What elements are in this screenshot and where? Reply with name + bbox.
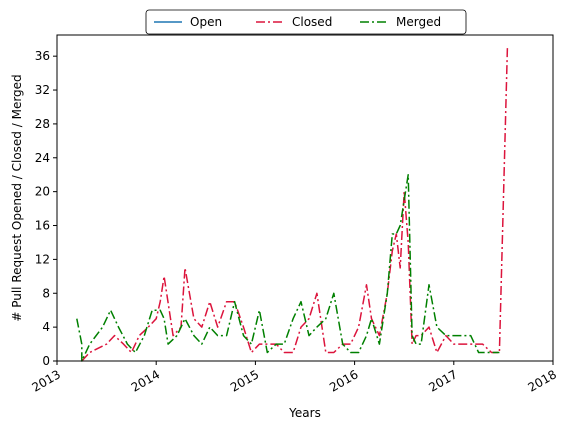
x-tick-label: 2017 (426, 367, 459, 394)
x-tick-label: 2013 (30, 367, 63, 394)
series-line-closed (81, 47, 509, 362)
legend-label-closed: Closed (292, 15, 332, 29)
y-axis-label: # Pull Request Opened / Closed / Merged (10, 74, 24, 321)
y-axis: 0 4 8 12 16 20 24 28 32 36 (35, 49, 57, 368)
x-axis-label: Years (288, 406, 321, 420)
x-tick-label: 2018 (526, 367, 559, 394)
y-tick-label: 36 (35, 49, 50, 63)
x-tick-label: 2014 (129, 367, 162, 394)
x-tick-label: 2016 (327, 367, 360, 394)
legend: Open Closed Merged (145, 9, 467, 35)
legend-box (145, 9, 467, 35)
legend-label-merged: Merged (396, 15, 441, 29)
y-tick-label: 4 (42, 320, 50, 334)
y-tick-label: 8 (42, 286, 50, 300)
series-line-merged (76, 173, 500, 362)
y-tick-label: 24 (35, 151, 50, 165)
x-axis: 2013 2014 2015 2016 2017 2018 (30, 361, 559, 395)
plot-frame (56, 34, 554, 362)
y-tick-label: 0 (42, 354, 50, 368)
y-tick-label: 12 (35, 252, 50, 266)
x-tick-label: 2015 (228, 367, 261, 394)
y-tick-label: 32 (35, 83, 50, 97)
y-tick-label: 28 (35, 117, 50, 131)
y-tick-label: 16 (35, 219, 50, 233)
series-layer (76, 47, 509, 362)
y-tick-label: 20 (35, 185, 50, 199)
legend-label-open: Open (190, 15, 222, 29)
